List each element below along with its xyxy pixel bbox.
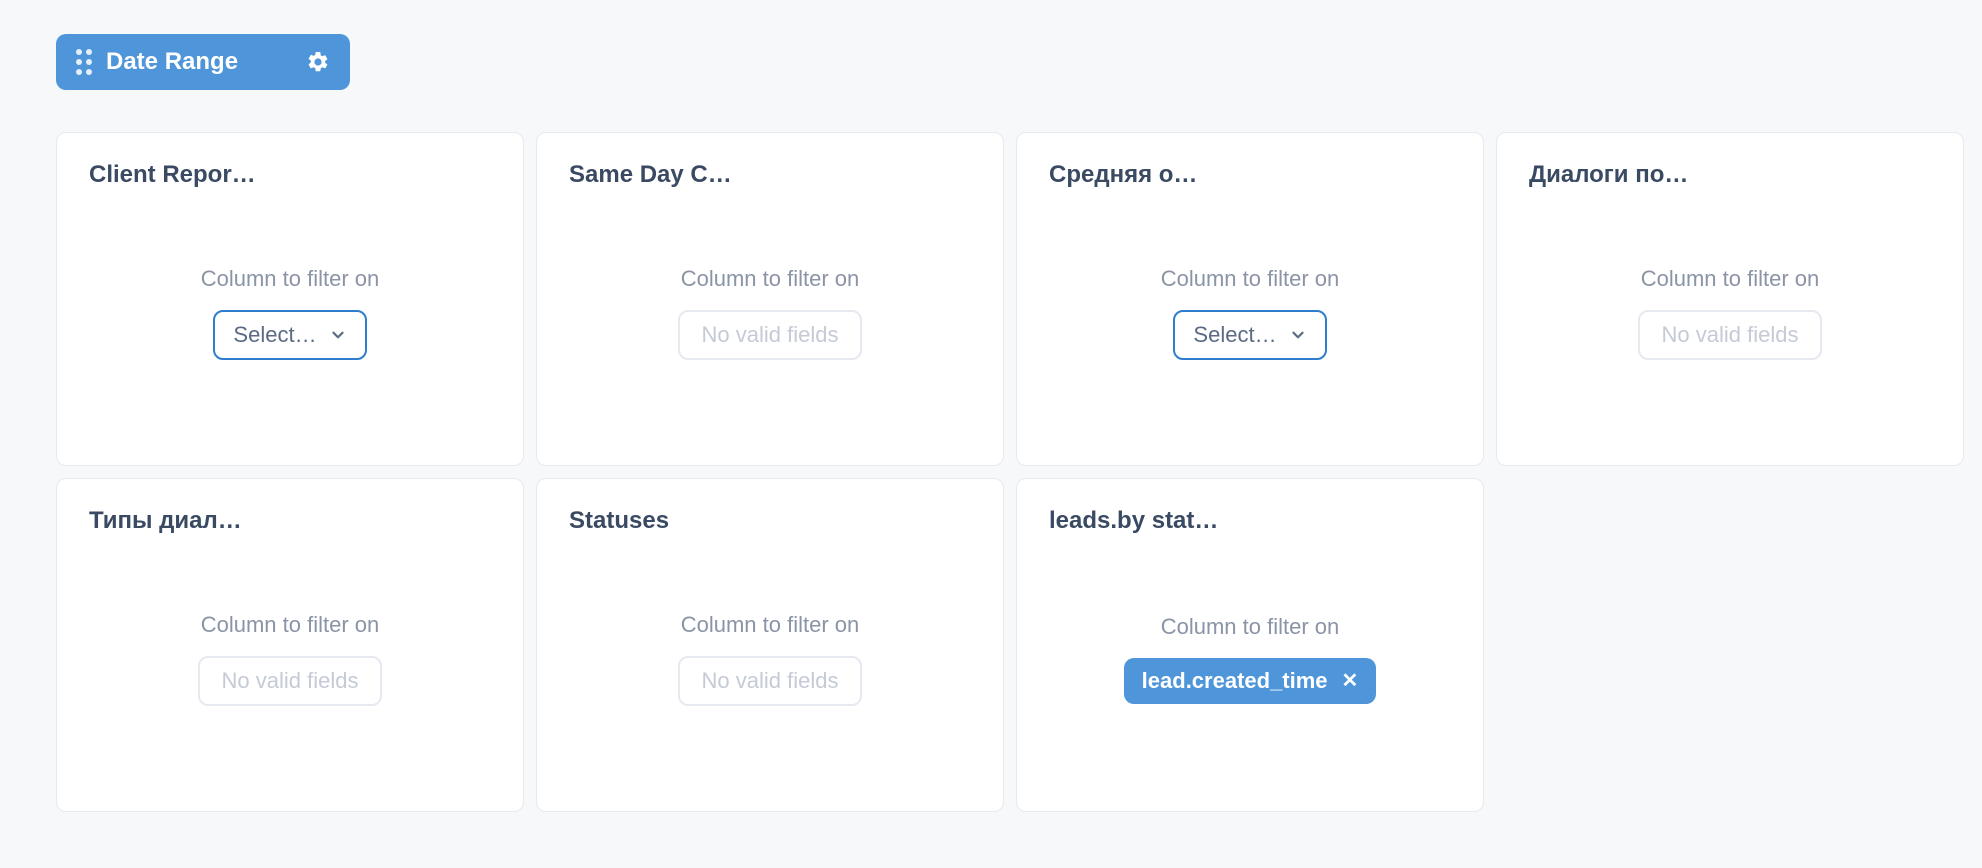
card-body: Column to filter on Select… (1049, 189, 1451, 437)
card-title: Client Repor… (89, 161, 259, 189)
filter-config-canvas: Date Range Client Repor… Column to filte… (0, 0, 1982, 868)
date-range-filter-pill[interactable]: Date Range (56, 34, 350, 90)
card-body: Column to filter on Select… (89, 189, 491, 437)
filter-on-label: Column to filter on (201, 612, 380, 638)
chip-label: lead.created_time (1142, 668, 1328, 694)
filter-on-label: Column to filter on (201, 266, 380, 292)
chevron-down-icon (1289, 326, 1307, 344)
filter-on-label: Column to filter on (681, 612, 860, 638)
date-range-label: Date Range (106, 48, 238, 76)
card-title: leads.by stat… (1049, 507, 1219, 535)
selected-column-chip[interactable]: lead.created_time ✕ (1124, 658, 1377, 704)
column-select[interactable]: Select… (1173, 310, 1326, 360)
card-body: Column to filter on No valid fields (1529, 189, 1931, 437)
filter-on-label: Column to filter on (1161, 266, 1340, 292)
card-title: Типы диал… (89, 507, 259, 535)
filter-card: Диалоги по… Column to filter on No valid… (1496, 132, 1964, 466)
filter-card: leads.by stat… Column to filter on lead.… (1016, 478, 1484, 812)
chevron-down-icon (329, 326, 347, 344)
card-title: Средняя о… (1049, 161, 1219, 189)
card-title: Диалоги по… (1529, 161, 1699, 189)
no-valid-fields: No valid fields (1638, 310, 1823, 360)
column-select[interactable]: Select… (213, 310, 366, 360)
card-body: Column to filter on lead.created_time ✕ (1049, 535, 1451, 783)
select-placeholder: Select… (233, 322, 316, 348)
card-title: Statuses (569, 507, 739, 535)
card-body: Column to filter on No valid fields (89, 535, 491, 783)
filter-card: Средняя о… Column to filter on Select… (1016, 132, 1484, 466)
no-valid-fields: No valid fields (678, 310, 863, 360)
card-body: Column to filter on No valid fields (569, 535, 971, 783)
card-body: Column to filter on No valid fields (569, 189, 971, 437)
card-grid: Client Repor… Column to filter on Select… (56, 132, 1926, 812)
drag-handle-icon[interactable] (76, 49, 92, 75)
close-icon[interactable]: ✕ (1342, 671, 1359, 691)
no-valid-fields: No valid fields (678, 656, 863, 706)
filter-card: Типы диал… Column to filter on No valid … (56, 478, 524, 812)
no-valid-fields: No valid fields (198, 656, 383, 706)
card-title: Same Day C… (569, 161, 739, 189)
gear-icon[interactable] (306, 50, 330, 74)
filter-card: Client Repor… Column to filter on Select… (56, 132, 524, 466)
select-placeholder: Select… (1193, 322, 1276, 348)
filter-card: Statuses Column to filter on No valid fi… (536, 478, 1004, 812)
filter-card: Same Day C… Column to filter on No valid… (536, 132, 1004, 466)
filter-on-label: Column to filter on (1161, 614, 1340, 640)
filter-on-label: Column to filter on (1641, 266, 1820, 292)
filter-on-label: Column to filter on (681, 266, 860, 292)
